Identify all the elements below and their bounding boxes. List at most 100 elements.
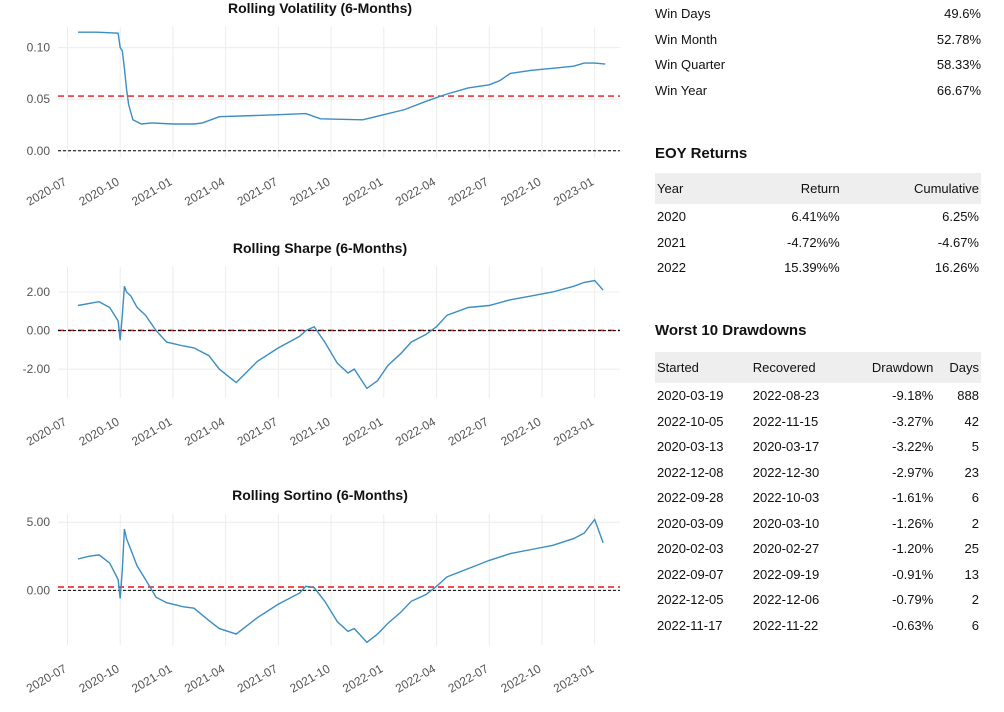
drawdowns-title: Worst 10 Drawdowns (655, 322, 807, 339)
win-stat-value: 52.78% (936, 31, 981, 47)
y-tick-label: 0.10 (27, 41, 51, 55)
rolling-sortino-chart: Rolling Sortino (6-Months) 2020-07 2020-10… (24, 487, 620, 696)
dd-started: 2022-12-08 (657, 464, 724, 480)
win-stat-label: Win Days (655, 6, 711, 21)
x-tick-label: 2020-10 (77, 174, 122, 208)
x-tick-label: 2022-04 (393, 414, 438, 448)
win-stat-row: Win Month 52.78% (655, 27, 981, 53)
drawdowns-table: Started Recovered Drawdown Days 2020-03-… (655, 352, 981, 638)
dd-started: 2020-03-09 (657, 515, 724, 531)
eoy-cumulative: 16.26% (934, 260, 979, 276)
dd-days: 888 (957, 388, 979, 404)
eoy-return: 15.39%% (784, 260, 840, 276)
dd-drawdown: -1.26% (892, 515, 934, 531)
x-tick-label: 2020-07 (24, 174, 69, 208)
table-row: 2022 15.39%% 16.26% (655, 255, 981, 281)
x-tick-label: 2021-07 (235, 414, 280, 448)
chart-title: Rolling Sharpe (6-Months) (233, 240, 407, 256)
dd-header-started: Started (655, 352, 751, 383)
chart-title: Rolling Sortino (6-Months) (232, 487, 408, 503)
win-stat-row: Win Days 49.6% (655, 1, 981, 27)
win-stats: Win Days 49.6% Win Month 52.78% Win Quarte… (655, 1, 981, 103)
x-tick-label: 2021-10 (287, 661, 332, 695)
x-tick-label: 2022-10 (498, 174, 543, 208)
dd-drawdown: -3.27% (892, 413, 934, 429)
table-row: 2022-09-07 2022-09-19 -0.91% 13 (655, 562, 981, 588)
dd-started: 2022-09-07 (657, 566, 724, 582)
x-tick-label: 2022-10 (498, 661, 543, 695)
dd-recovered: 2022-11-15 (752, 413, 819, 429)
win-stat-row: Win Year 66.67% (655, 78, 981, 104)
dd-drawdown: -0.91% (892, 566, 934, 582)
y-tick-label: -2.00 (23, 362, 51, 376)
eoy-year: 2020 (657, 209, 686, 225)
x-tick-label: 2021-01 (129, 661, 174, 695)
dd-days: 23 (964, 464, 979, 480)
y-tick-label: 0.00 (27, 324, 51, 338)
x-tick-label: 2020-10 (77, 414, 122, 448)
dd-days: 6 (971, 490, 979, 506)
eoy-return: -4.72%% (786, 234, 840, 250)
dd-drawdown: -1.20% (892, 541, 934, 557)
x-tick-label: 2020-07 (24, 414, 69, 448)
x-tick-label: 2023-01 (551, 661, 596, 695)
x-tick-label: 2021-01 (129, 174, 174, 208)
dd-recovered: 2022-12-06 (752, 592, 820, 608)
eoy-year: 2021 (657, 234, 686, 250)
table-row: 2022-12-08 2022-12-30 -2.97% 23 (655, 460, 981, 486)
dd-recovered: 2022-12-30 (752, 464, 820, 480)
dd-started: 2020-02-03 (657, 541, 724, 557)
series-line (77, 279, 604, 390)
dd-recovered: 2020-03-17 (752, 439, 820, 455)
table-row: 2022-11-17 2022-11-22 -0.63% 6 (655, 613, 981, 639)
dd-days: 42 (964, 413, 979, 429)
x-tick-label: 2022-04 (393, 661, 438, 695)
eoy-returns-title: EOY Returns (655, 145, 748, 162)
win-stat-label: Win Year (655, 82, 708, 98)
x-tick-label: 2022-10 (498, 414, 543, 448)
eoy-cumulative: -4.67% (937, 234, 979, 250)
x-tick-label: 2022-01 (340, 414, 385, 448)
x-tick-label: 2021-07 (235, 174, 280, 208)
win-stat-row: Win Quarter 58.33% (655, 52, 981, 78)
table-row: 2020-03-13 2020-03-17 -3.22% 5 (655, 434, 981, 460)
table-row: 2021 -4.72%% -4.67% (655, 230, 981, 256)
y-tick-label: 0.00 (27, 144, 51, 158)
win-stat-value: 66.67% (936, 82, 981, 98)
series-line (77, 518, 604, 644)
x-tick-label: 2022-07 (446, 174, 491, 208)
table-row: 2022-10-05 2022-11-15 -3.27% 42 (655, 409, 981, 435)
dd-recovered: 2022-11-22 (752, 617, 819, 633)
dd-started: 2020-03-13 (657, 439, 724, 455)
dd-recovered: 2022-08-23 (752, 388, 820, 404)
table-row: 2020 6.41%% 6.25% (655, 204, 981, 230)
x-tick-label: 2021-07 (235, 661, 280, 695)
x-tick-label: 2022-01 (340, 661, 385, 695)
x-tick-label: 2021-10 (287, 414, 332, 448)
series-line (78, 31, 606, 125)
dd-recovered: 2022-10-03 (752, 490, 820, 506)
dd-days: 2 (971, 592, 979, 608)
table-row: 2020-03-09 2020-03-10 -1.26% 2 (655, 511, 981, 537)
y-tick-label: 0.00 (27, 583, 51, 597)
table-row: 2022-12-05 2022-12-06 -0.79% 2 (655, 587, 981, 613)
dd-recovered: 2022-09-19 (752, 566, 820, 582)
eoy-header-cumulative: Cumulative (841, 173, 981, 204)
x-tick-label: 2022-07 (446, 414, 491, 448)
y-tick-label: 2.00 (27, 285, 51, 299)
y-tick-label: 5.00 (27, 515, 51, 529)
rolling-sharpe-chart: Rolling Sharpe (6-Months) 2020-07 2020-10 2… (23, 240, 620, 449)
eoy-cumulative: 6.25% (942, 209, 979, 225)
dd-drawdown: -0.79% (892, 592, 934, 608)
dd-days: 5 (971, 439, 979, 455)
dd-days: 13 (964, 566, 979, 582)
x-tick-label: 2021-04 (182, 174, 227, 208)
x-tick-label: 2021-10 (287, 174, 332, 208)
dd-days: 6 (971, 617, 979, 633)
dd-drawdown: -9.18% (892, 388, 934, 404)
dd-header-days: Days (935, 352, 981, 383)
x-tick-label: 2020-07 (24, 661, 69, 695)
dd-started: 2020-03-19 (657, 388, 724, 404)
eoy-header-year: Year (655, 173, 722, 204)
x-tick-label: 2022-01 (340, 174, 385, 208)
